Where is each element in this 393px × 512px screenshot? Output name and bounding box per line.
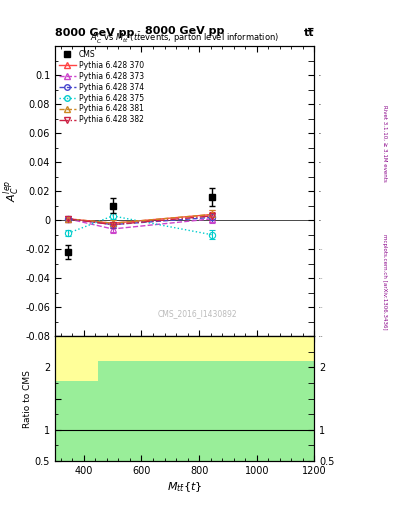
Text: Rivet 3.1.10, ≥ 3.1M events: Rivet 3.1.10, ≥ 3.1M events	[382, 105, 387, 182]
Text: mcplots.cern.ch [arXiv:1306.3436]: mcplots.cern.ch [arXiv:1306.3436]	[382, 234, 387, 329]
X-axis label: $M_{t\bar{t}}\{t\}$: $M_{t\bar{t}}\{t\}$	[167, 480, 202, 494]
Text: CMS_2016_I1430892: CMS_2016_I1430892	[158, 309, 237, 318]
Text: 8000 GeV pp: 8000 GeV pp	[55, 28, 134, 38]
Text: 8000 GeV pp: 8000 GeV pp	[145, 26, 224, 36]
Title: $A_C^l$ vs $M_{t\bar{t}}$ ($t\bar{t}$events, parton level information): $A_C^l$ vs $M_{t\bar{t}}$ ($t\bar{t}$eve…	[90, 31, 279, 46]
Y-axis label: Ratio to CMS: Ratio to CMS	[23, 370, 32, 428]
Legend: CMS, Pythia 6.428 370, Pythia 6.428 373, Pythia 6.428 374, Pythia 6.428 375, Pyt: CMS, Pythia 6.428 370, Pythia 6.428 373,…	[57, 48, 145, 126]
Bar	[55, 336, 314, 461]
Y-axis label: $A_C^{lep}$: $A_C^{lep}$	[2, 180, 22, 202]
Text: tt̅: tt̅	[304, 28, 314, 38]
